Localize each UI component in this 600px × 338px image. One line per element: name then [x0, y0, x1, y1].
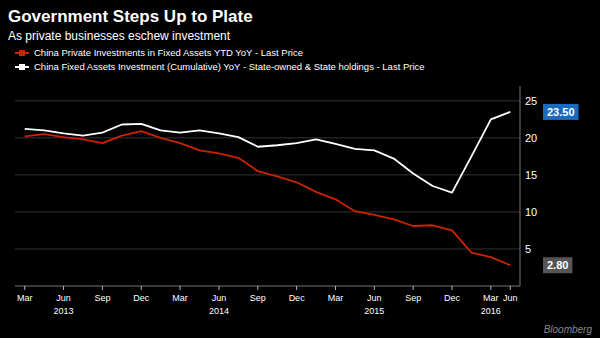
x-tick-label: Mar — [172, 293, 188, 303]
watermark: Bloomberg — [544, 324, 593, 335]
x-tick — [63, 286, 64, 290]
legend-label: China Fixed Assets Investment (Cumulativ… — [34, 61, 425, 72]
x-tick-label: Jun — [503, 293, 518, 303]
year-label: 2015 — [364, 306, 384, 316]
end-label: 2.80 — [547, 259, 568, 271]
x-tick-label: Sep — [405, 293, 421, 303]
title: Government Steps Up to Plate — [8, 7, 253, 26]
x-tick-label: Mar — [328, 293, 344, 303]
y-tick-label: 25 — [525, 95, 537, 107]
x-tick — [452, 286, 453, 290]
y-tick-label: 10 — [525, 206, 537, 218]
background — [0, 0, 600, 338]
end-label-box — [543, 257, 572, 273]
x-tick-label: Jun — [367, 293, 382, 303]
x-tick-label: Sep — [94, 293, 110, 303]
x-tick-label: Jun — [212, 293, 227, 303]
x-tick — [296, 286, 297, 290]
series-line — [25, 131, 511, 265]
year-label: 2014 — [209, 306, 229, 316]
subtitle: As private businesses eschew investment — [8, 29, 231, 43]
end-label: 23.50 — [547, 106, 575, 118]
x-tick — [24, 286, 25, 290]
x-tick — [257, 286, 258, 290]
legend-marker — [19, 64, 25, 70]
legend: China Private Investments in Fixed Asset… — [15, 47, 425, 72]
x-tick-label: Sep — [250, 293, 266, 303]
x-tick — [510, 286, 511, 290]
grid-line — [15, 100, 520, 101]
x-tick — [490, 286, 491, 290]
y-tick-label: 20 — [525, 132, 537, 144]
plot-area — [25, 112, 511, 265]
y-axis-line — [520, 86, 521, 286]
x-tick — [335, 286, 336, 290]
x-tick — [218, 286, 219, 290]
legend-marker — [19, 50, 25, 56]
x-tick-label: Jun — [56, 293, 71, 303]
grid-line — [15, 211, 520, 212]
grid-line — [15, 137, 520, 138]
y-tick-label: 5 — [525, 243, 531, 255]
legend-label: China Private Investments in Fixed Asset… — [34, 47, 303, 58]
x-tick-label: Dec — [444, 293, 461, 303]
year-label: 2016 — [481, 306, 501, 316]
x-tick-label: Mar — [17, 293, 33, 303]
x-tick-label: Dec — [289, 293, 306, 303]
x-tick-label: Dec — [133, 293, 150, 303]
x-axis-line — [15, 286, 520, 287]
y-tick-label: 15 — [525, 169, 537, 181]
x-tick — [413, 286, 414, 290]
x-tick — [374, 286, 375, 290]
x-tick — [180, 286, 181, 290]
chart: Government Steps Up to Plate As private b… — [0, 0, 600, 338]
grid-line — [15, 248, 520, 249]
year-label: 2013 — [54, 306, 74, 316]
x-tick — [141, 286, 142, 290]
x-tick — [102, 286, 103, 290]
end-label-box — [543, 104, 579, 120]
x-tick-label: Mar — [483, 293, 499, 303]
series-line — [25, 112, 511, 193]
